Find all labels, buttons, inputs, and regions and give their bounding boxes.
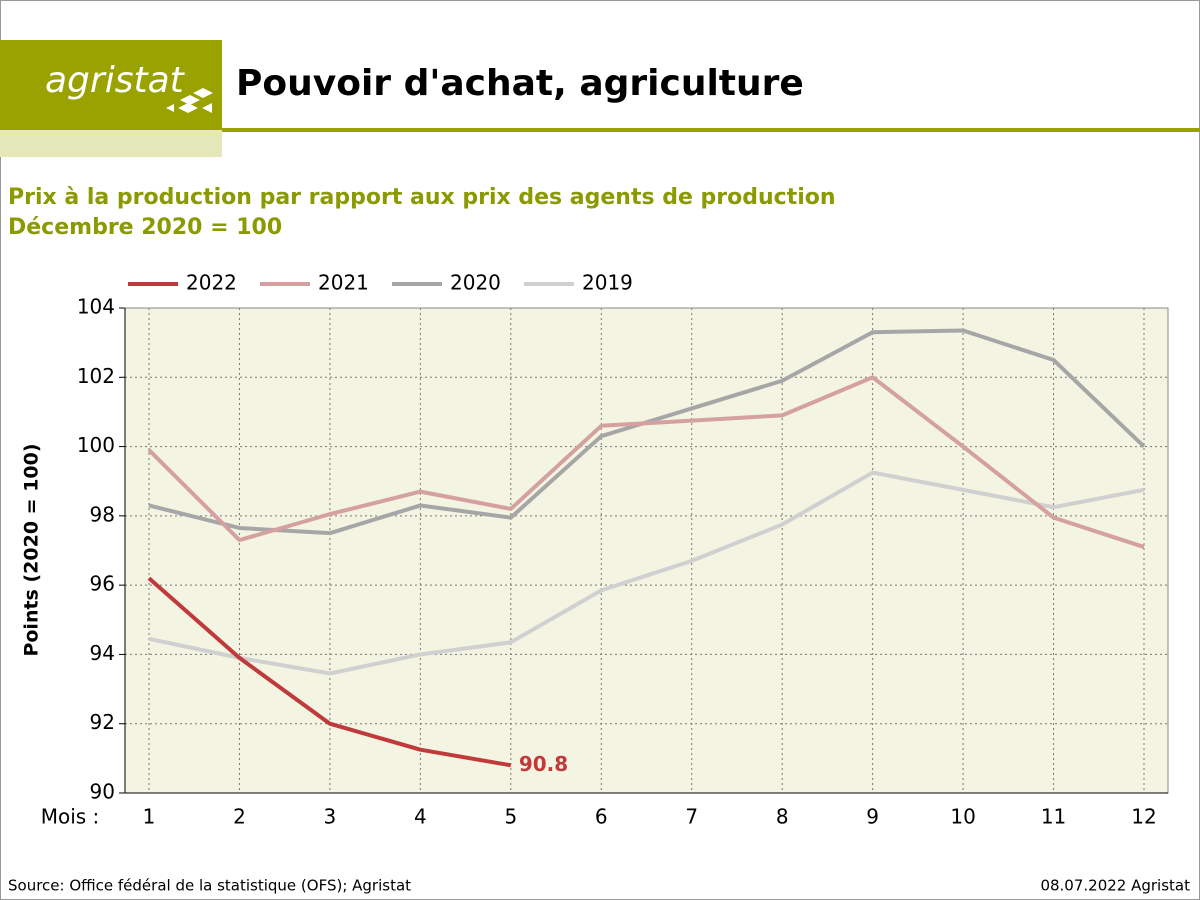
source: Source: Office fédéral de la statistique… <box>8 877 411 895</box>
x-tick-label: 10 <box>950 805 975 829</box>
y-axis-title: Points (2020 = 100) <box>21 443 43 656</box>
legend-label: 2021 <box>318 271 369 295</box>
series-line <box>147 576 512 768</box>
x-tick-label: 3 <box>324 805 337 829</box>
title: Pouvoir d'achat, agriculture <box>236 63 804 104</box>
x-tick-label: 5 <box>504 805 517 829</box>
header-rule <box>222 128 1200 132</box>
x-tick-label: 11 <box>1041 805 1066 829</box>
subtitle: Prix à la production par rapport aux pri… <box>8 185 836 210</box>
x-axis-title: Mois : <box>41 805 100 829</box>
data-label: 90.8 <box>519 752 568 776</box>
brand: agristat <box>45 60 186 101</box>
x-tick-label: 2 <box>233 805 246 829</box>
series-line <box>148 470 1145 676</box>
y-tick-label: 104 <box>77 295 115 319</box>
y-tick-label: 90 <box>90 780 115 804</box>
date-note: 08.07.2022 Agristat <box>1040 877 1190 895</box>
x-tick-label: 7 <box>685 805 698 829</box>
logo-box <box>0 40 222 130</box>
subtitle: Décembre 2020 = 100 <box>8 215 282 240</box>
plot-area <box>125 308 1168 793</box>
x-tick-label: 12 <box>1131 805 1156 829</box>
y-tick-label: 96 <box>90 572 115 596</box>
y-tick-label: 94 <box>90 641 115 665</box>
logo-band <box>0 130 222 157</box>
x-tick-label: 1 <box>143 805 156 829</box>
y-tick-label: 92 <box>90 710 115 734</box>
x-tick-label: 8 <box>776 805 789 829</box>
legend-label: 2022 <box>186 271 237 295</box>
x-tick-label: 4 <box>414 805 427 829</box>
legend-label: 2019 <box>582 271 633 295</box>
x-tick-label: 9 <box>866 805 879 829</box>
series-line <box>147 375 1145 549</box>
y-tick-label: 98 <box>90 502 115 526</box>
legend-label: 2020 <box>450 271 501 295</box>
logo-icon <box>166 88 213 113</box>
x-tick-label: 6 <box>595 805 608 829</box>
y-tick-label: 102 <box>77 364 115 388</box>
y-tick-label: 100 <box>77 433 115 457</box>
